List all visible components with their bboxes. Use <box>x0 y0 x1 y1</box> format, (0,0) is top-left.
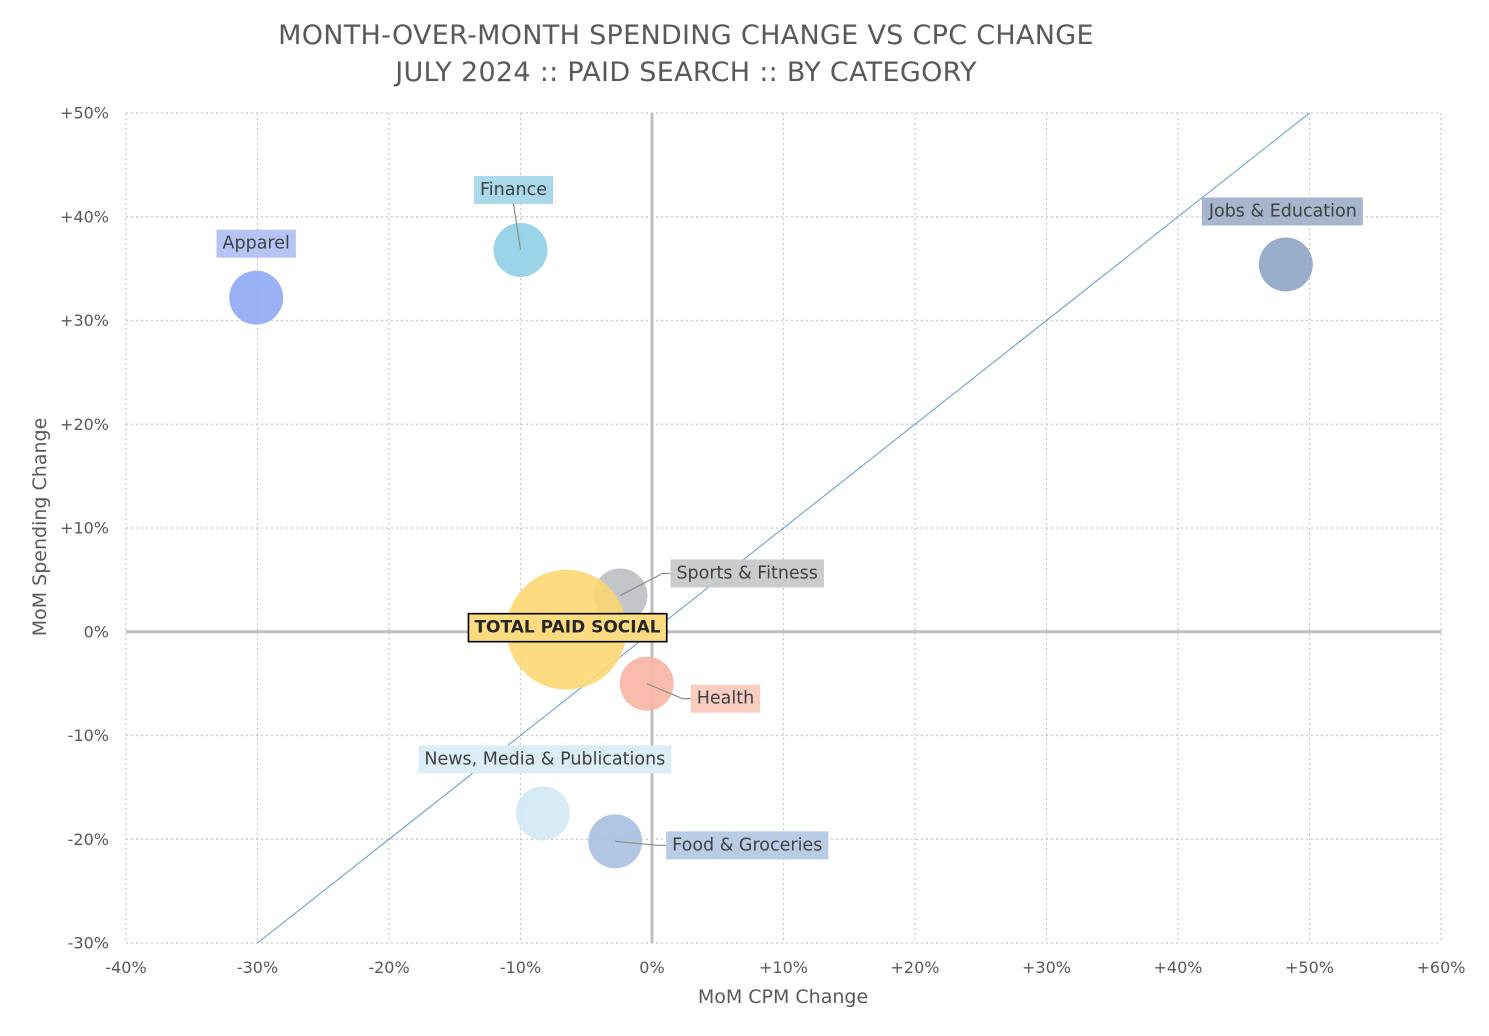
x-tick-label: -30% <box>237 958 278 977</box>
point-label-background <box>666 831 829 860</box>
point-label-background <box>467 612 668 643</box>
y-tick-label: -20% <box>68 830 109 849</box>
chart-subtitle: JULY 2024 :: PAID SEARCH :: BY CATEGORY <box>393 57 977 88</box>
point-label: News, Media & Publications <box>418 745 672 774</box>
x-tick-label: +10% <box>759 958 808 977</box>
reference-line-y-equals-x <box>257 112 1310 944</box>
zero-axes <box>126 113 1441 943</box>
y-tick-label: +40% <box>60 207 109 226</box>
chart-title: MONTH-OVER-MONTH SPENDING CHANGE VS CPC … <box>278 20 1094 51</box>
y-tick-label: 0% <box>84 622 109 641</box>
point-label-background <box>474 175 553 204</box>
point-label-background <box>670 559 824 588</box>
x-tick-labels: -40% -30% -20% -10% 0% +10% +20% +30% +40% +50% +6… <box>105 958 1465 977</box>
data-point <box>493 222 548 277</box>
point-label: Sports & Fitness <box>670 559 824 588</box>
x-tick-label: -40% <box>105 958 146 977</box>
point-label-background <box>690 684 761 713</box>
leader-line <box>615 840 667 846</box>
point-label: Food & Groceries <box>666 831 829 860</box>
leader-line <box>620 572 671 596</box>
y-tick-labels: -30% -20% -10% 0% +10% +20% +30% +40% +50% <box>60 104 109 953</box>
y-tick-label: +10% <box>60 519 109 538</box>
point-label-background <box>216 229 296 258</box>
point-label-text: Finance <box>480 180 547 200</box>
y-tick-label: +30% <box>60 311 109 330</box>
point-label-background <box>418 745 672 774</box>
point-label-text: Health <box>697 689 754 709</box>
data-points <box>229 222 1313 869</box>
y-axis-title: MoM Spending Change <box>29 418 51 637</box>
x-tick-label: +30% <box>1022 958 1071 977</box>
x-tick-label: +60% <box>1417 958 1466 977</box>
y-tick-label: +20% <box>60 415 109 434</box>
point-label: Jobs & Education <box>1201 197 1363 226</box>
point-label: Apparel <box>216 229 296 258</box>
point-label-text: Food & Groceries <box>672 835 822 855</box>
leader-line <box>512 203 522 251</box>
x-tick-label: -20% <box>368 958 409 977</box>
point-label-background <box>1201 197 1363 226</box>
y-tick-label: -30% <box>68 934 109 953</box>
point-label-text: Sports & Fitness <box>676 563 817 583</box>
x-axis-title: MoM CPM Change <box>698 986 868 1008</box>
point-label-text: TOTAL PAID SOCIAL <box>474 618 660 638</box>
y-tick-label: +50% <box>60 104 109 123</box>
point-labels: Apparel Finance Jobs & Education Sports & F… <box>216 175 1363 860</box>
point-label-text: News, Media & Publications <box>424 749 665 769</box>
leader-line <box>646 683 691 700</box>
x-tick-label: +50% <box>1285 958 1334 977</box>
x-tick-label: +40% <box>1154 958 1203 977</box>
x-tick-label: +20% <box>891 958 940 977</box>
x-tick-label: 0% <box>639 958 664 977</box>
data-point <box>515 786 570 841</box>
data-point <box>1258 237 1313 292</box>
point-label: Health <box>690 684 761 713</box>
reference-line <box>257 112 1310 944</box>
x-tick-label: -10% <box>500 958 541 977</box>
y-tick-label: -10% <box>68 726 109 745</box>
data-point <box>229 270 284 325</box>
point-label-text: Apparel <box>223 234 290 254</box>
point-label: TOTAL PAID SOCIAL <box>467 612 668 643</box>
point-label-text: Jobs & Education <box>1208 201 1357 221</box>
point-label: Finance <box>474 175 553 204</box>
